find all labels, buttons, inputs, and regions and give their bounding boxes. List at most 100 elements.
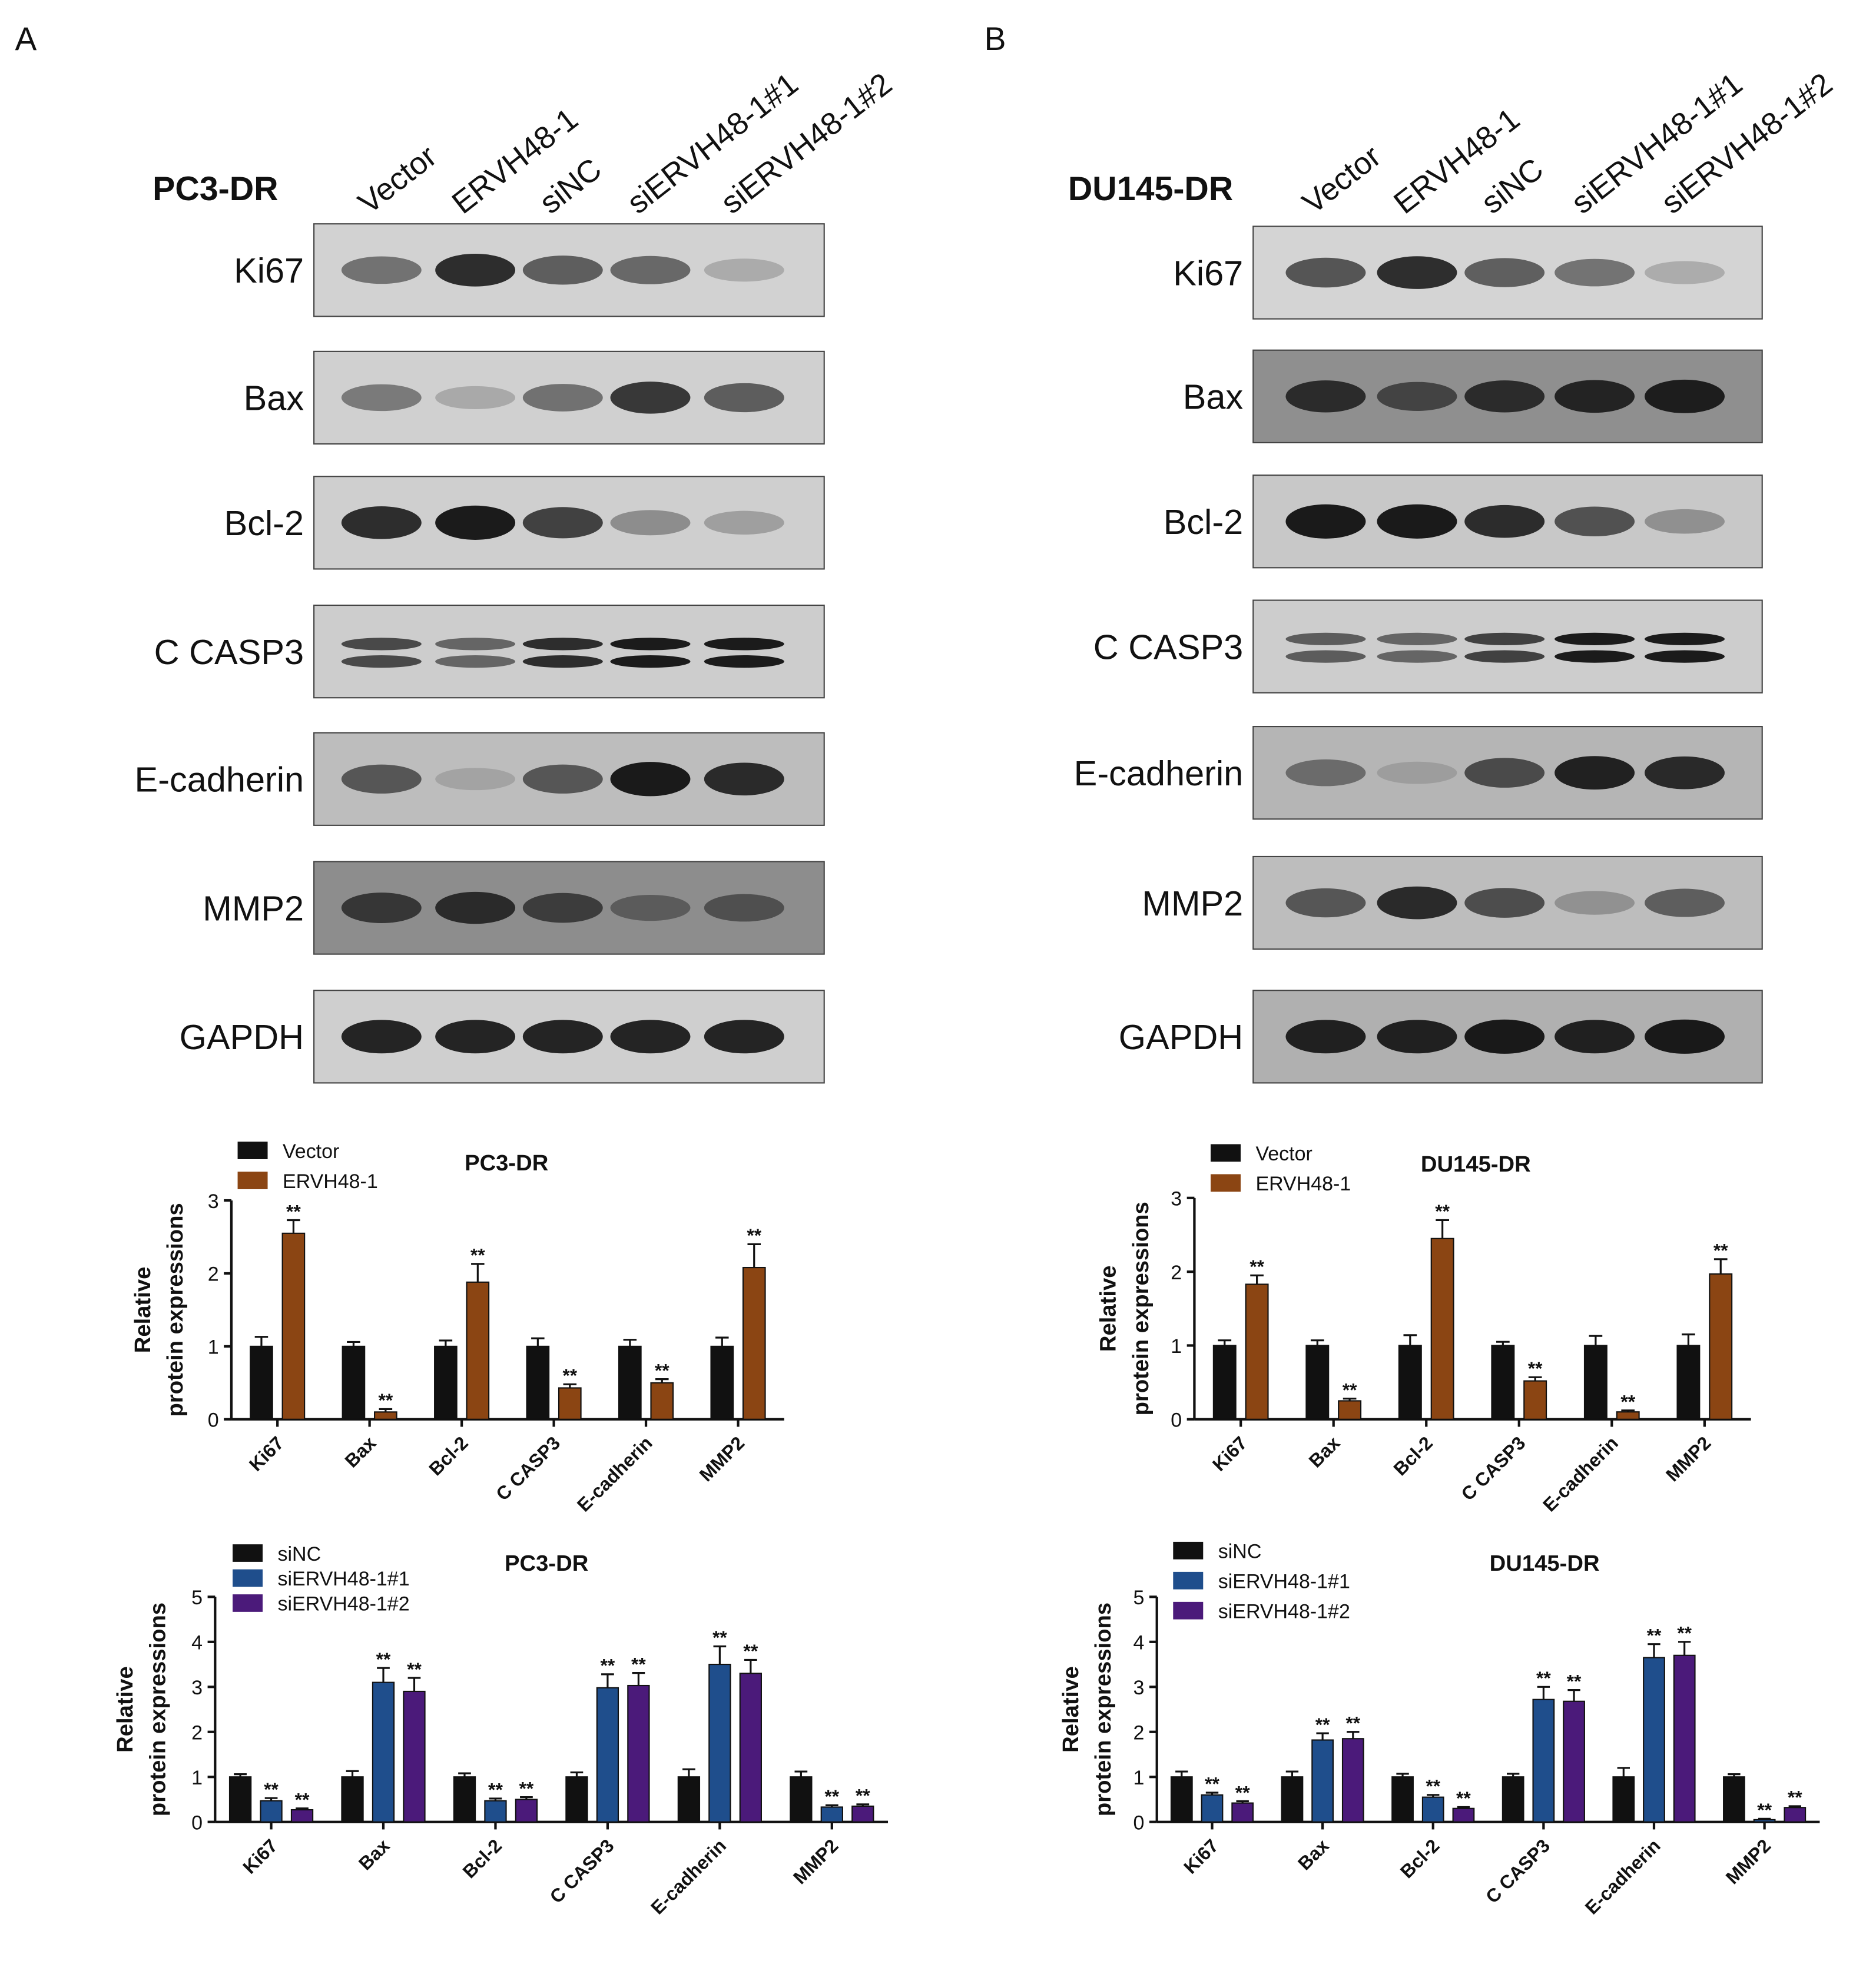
significance-label: ** bbox=[1528, 1358, 1543, 1379]
significance-label: ** bbox=[562, 1365, 577, 1386]
protein-label: Bcl-2 bbox=[1164, 502, 1244, 542]
bar bbox=[820, 1806, 843, 1823]
blot-band bbox=[435, 1020, 516, 1054]
blot-band bbox=[522, 764, 603, 794]
cell-line-label: PC3-DR bbox=[153, 170, 278, 208]
legend-swatch bbox=[1211, 1144, 1241, 1162]
bar bbox=[1673, 1654, 1696, 1823]
bar bbox=[558, 1387, 582, 1420]
blot-band bbox=[704, 258, 784, 282]
significance-label: ** bbox=[1343, 1379, 1357, 1400]
bar bbox=[1723, 1776, 1745, 1823]
blot-band bbox=[1645, 261, 1725, 284]
bar bbox=[565, 1776, 588, 1823]
x-tick-label: Bax bbox=[354, 1834, 394, 1874]
bar bbox=[1338, 1400, 1362, 1420]
bar bbox=[434, 1345, 458, 1420]
x-tick-label: Bcl-2 bbox=[1396, 1835, 1444, 1883]
significance-label: ** bbox=[824, 1786, 839, 1807]
bar bbox=[374, 1411, 397, 1420]
lane-label: siNC bbox=[533, 151, 608, 220]
blot-band bbox=[1285, 759, 1366, 787]
blot-band bbox=[1464, 632, 1545, 646]
y-tick-label: 5 bbox=[191, 1587, 203, 1609]
bar bbox=[1281, 1776, 1304, 1823]
x-tick-label: E-cadherin bbox=[1539, 1432, 1622, 1516]
blot-band bbox=[1377, 632, 1457, 646]
blot-band bbox=[1285, 1020, 1366, 1054]
bar bbox=[1676, 1345, 1701, 1420]
significance-label: ** bbox=[1788, 1787, 1802, 1808]
cell-line-label: DU145-DR bbox=[1068, 170, 1233, 208]
blot-band bbox=[704, 1020, 784, 1054]
bar bbox=[342, 1345, 366, 1420]
bar bbox=[742, 1266, 766, 1420]
bar bbox=[1212, 1345, 1237, 1420]
bar bbox=[618, 1345, 642, 1420]
significance-label: ** bbox=[743, 1640, 758, 1661]
blot-band bbox=[1285, 257, 1366, 288]
legend-swatch bbox=[237, 1172, 268, 1189]
bar bbox=[1231, 1802, 1254, 1823]
bar bbox=[677, 1776, 701, 1823]
blot-band bbox=[522, 256, 603, 285]
significance-label: ** bbox=[1456, 1787, 1471, 1809]
bar bbox=[1305, 1345, 1330, 1420]
bar bbox=[1421, 1796, 1444, 1823]
legend-swatch bbox=[1173, 1571, 1204, 1590]
blot-band bbox=[435, 505, 516, 540]
y-tick-label: 0 bbox=[1133, 1812, 1145, 1834]
blot-band bbox=[1645, 379, 1725, 413]
lane-label: siNC bbox=[1475, 151, 1550, 220]
panel-letter: A bbox=[15, 21, 37, 57]
bar bbox=[1201, 1794, 1224, 1823]
lane-label: siERVH48-1#2 bbox=[715, 67, 899, 221]
y-tick-label: 0 bbox=[208, 1409, 219, 1432]
significance-label: ** bbox=[1235, 1781, 1250, 1803]
blot-band bbox=[1464, 888, 1545, 918]
legend-swatch bbox=[233, 1569, 263, 1587]
bar bbox=[250, 1345, 273, 1420]
y-tick-label: 2 bbox=[208, 1263, 219, 1286]
blot-band bbox=[1555, 756, 1635, 790]
protein-label: GAPDH bbox=[180, 1017, 304, 1057]
significance-label: ** bbox=[376, 1648, 391, 1670]
blot-band bbox=[1555, 506, 1635, 537]
significance-label: ** bbox=[1677, 1623, 1692, 1644]
blot-band bbox=[704, 638, 784, 651]
x-tick-label: Ki67 bbox=[238, 1835, 281, 1878]
significance-label: ** bbox=[1567, 1670, 1582, 1691]
significance-label: ** bbox=[1435, 1200, 1450, 1222]
legend-swatch bbox=[1173, 1541, 1204, 1560]
x-tick-label: MMP2 bbox=[789, 1835, 843, 1889]
y-axis-label: protein expressions bbox=[1128, 1202, 1154, 1415]
blot-band bbox=[1555, 1020, 1635, 1054]
bar bbox=[1341, 1738, 1364, 1823]
x-tick-label: Ki67 bbox=[1179, 1835, 1222, 1878]
blot-band bbox=[1645, 650, 1725, 663]
blot-band bbox=[610, 762, 691, 797]
y-tick-label: 2 bbox=[1171, 1262, 1182, 1284]
legend-label: ERVH48-1 bbox=[1255, 1173, 1351, 1195]
bar bbox=[596, 1687, 619, 1823]
bar bbox=[1391, 1776, 1414, 1823]
blot-band bbox=[435, 638, 516, 651]
significance-label: ** bbox=[295, 1789, 310, 1810]
x-tick-label: E-cadherin bbox=[647, 1835, 730, 1919]
bar bbox=[1612, 1776, 1635, 1823]
bar bbox=[1398, 1345, 1422, 1420]
y-axis-label: Relative bbox=[112, 1666, 138, 1753]
blot-band bbox=[1645, 756, 1725, 789]
x-tick-label: C CASP3 bbox=[492, 1432, 564, 1505]
bar bbox=[739, 1673, 762, 1823]
blot-band bbox=[1285, 380, 1366, 413]
bar bbox=[466, 1281, 490, 1420]
blot-band bbox=[610, 510, 691, 536]
blot-band bbox=[1555, 632, 1635, 646]
blot-band bbox=[704, 894, 784, 922]
blot-band bbox=[1377, 886, 1457, 920]
significance-label: ** bbox=[1713, 1240, 1728, 1261]
blot-band bbox=[1377, 381, 1457, 411]
blot-band bbox=[1285, 632, 1366, 646]
